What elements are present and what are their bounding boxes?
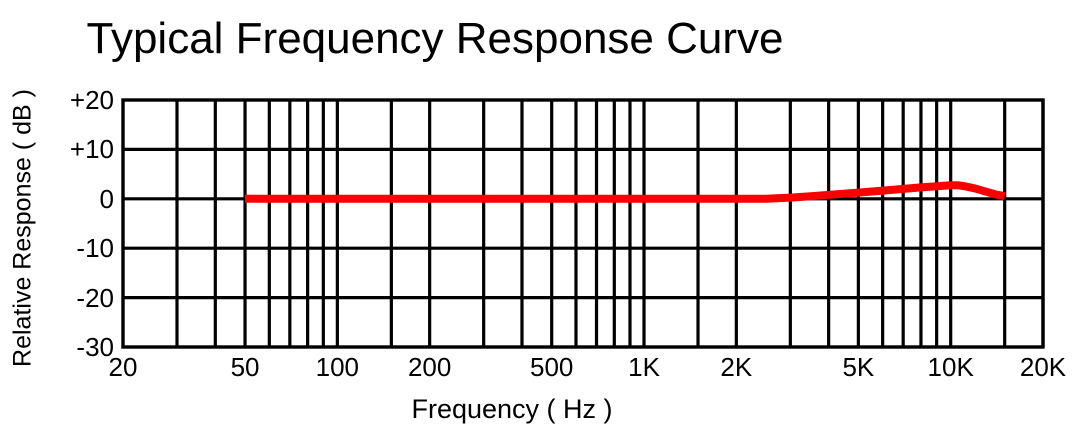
x-tick-label: 500 xyxy=(529,352,574,382)
y-tick-label: 0 xyxy=(99,183,114,214)
x-tick-label: 10K xyxy=(927,352,974,382)
y-tick-label: -20 xyxy=(76,282,114,313)
response-curve xyxy=(245,181,1006,203)
y-axis-title: Relative Response ( dB ) xyxy=(8,89,37,367)
x-tick-label: 100 xyxy=(315,352,360,382)
x-tick-label: 20K xyxy=(1019,352,1067,382)
x-axis-title: Frequency ( Hz ) xyxy=(411,394,613,424)
x-tick-label: 5K xyxy=(842,352,875,382)
y-tick-label: +20 xyxy=(69,85,114,115)
x-tick-label: 50 xyxy=(230,352,260,382)
y-tick-label: -30 xyxy=(76,332,114,362)
y-tick-label: +10 xyxy=(69,134,114,165)
plot-border xyxy=(121,98,1045,349)
chart-title: Typical Frequency Response Curve xyxy=(86,14,784,63)
x-tick-label: 1K xyxy=(628,352,660,382)
y-tick-label: -10 xyxy=(76,233,114,264)
x-tick-label: 200 xyxy=(407,352,452,382)
x-tick-label: 2K xyxy=(720,352,753,382)
x-tick-label: 20 xyxy=(108,352,138,382)
